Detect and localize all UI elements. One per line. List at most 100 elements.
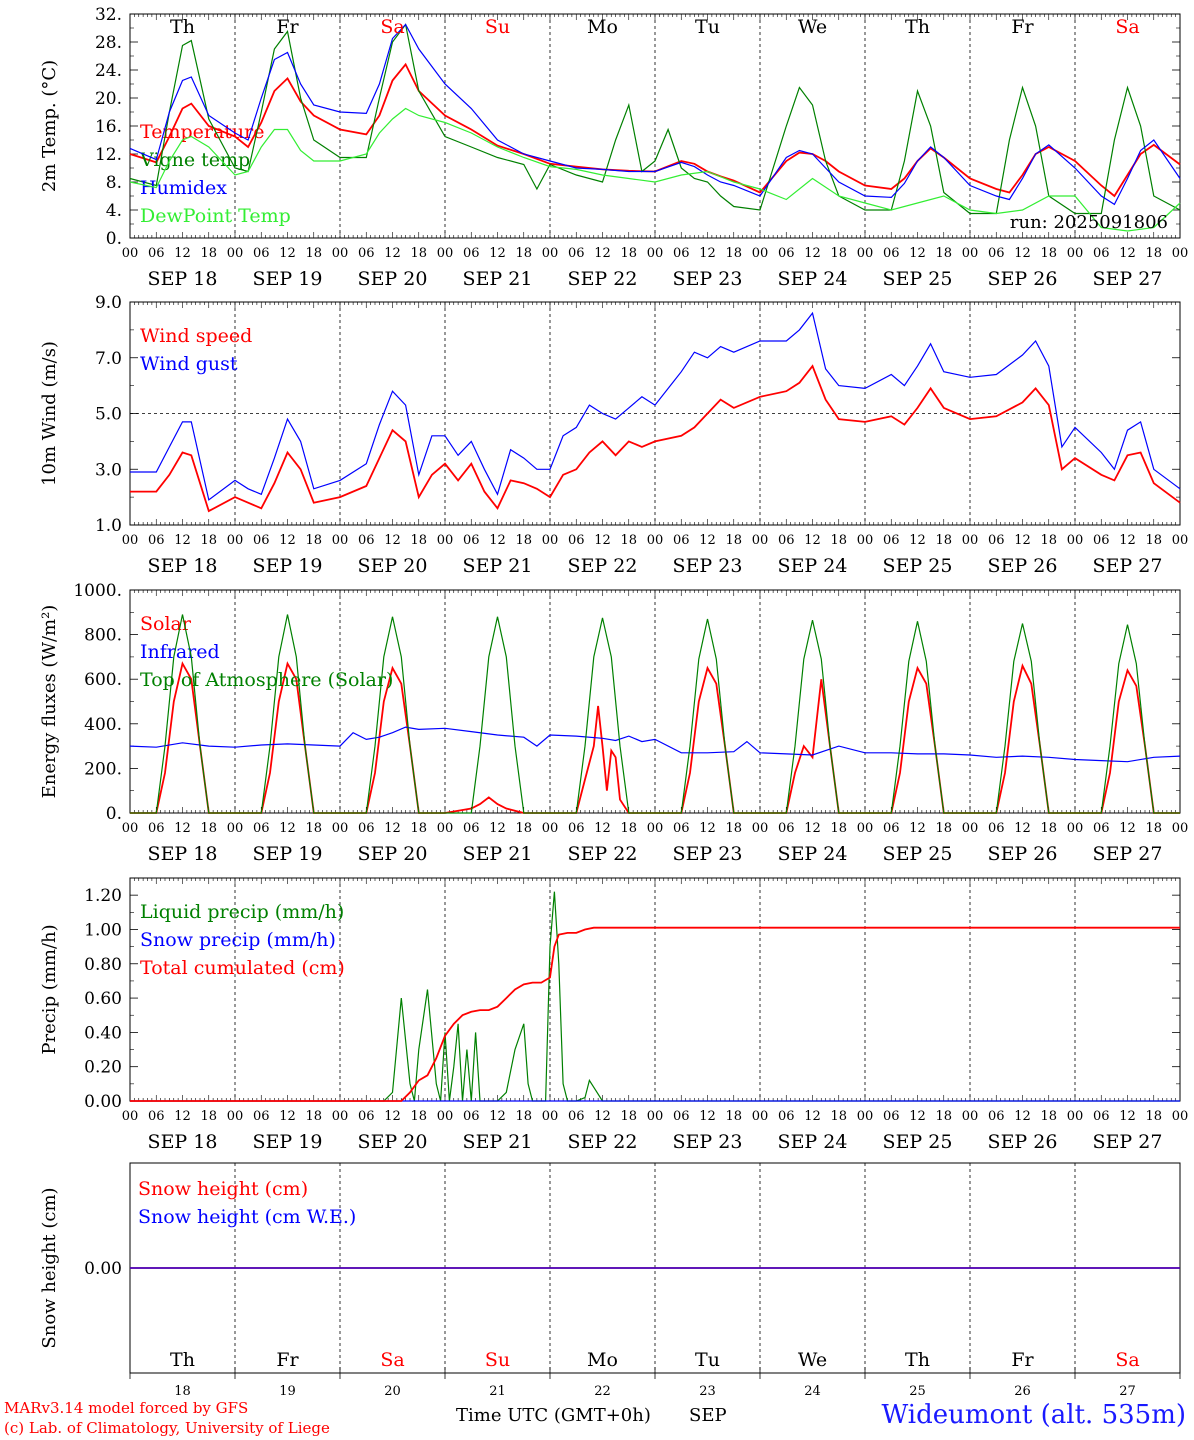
hour-label: 12: [384, 1109, 401, 1124]
date-label: SEP 22: [568, 843, 638, 865]
series-line-total-cumulated-cm-: [130, 926, 1180, 1102]
hour-label: 18: [515, 821, 532, 836]
hour-label: 00: [1172, 246, 1189, 261]
hour-label: 18: [200, 533, 217, 548]
hour-label: 12: [594, 533, 611, 548]
date-label: SEP 22: [568, 555, 638, 577]
hour-label: 06: [778, 246, 795, 261]
date-label: SEP 21: [463, 1131, 533, 1153]
hour-label: 00: [752, 246, 769, 261]
weekday-label: Fr: [1011, 16, 1034, 38]
hour-label: 06: [673, 533, 690, 548]
hour-label: 00: [752, 533, 769, 548]
hour-label: 06: [673, 821, 690, 836]
date-label: SEP 26: [988, 843, 1058, 865]
hour-label: 12: [1014, 533, 1031, 548]
hour-label: 06: [1093, 1109, 1110, 1124]
y-tick-label: 200.: [84, 759, 122, 779]
hour-label: 18: [515, 533, 532, 548]
hour-label: 12: [1014, 246, 1031, 261]
hour-label: 12: [174, 821, 191, 836]
date-label: SEP 25: [883, 555, 953, 577]
series-line-liquid-precip-mm-h-: [130, 891, 1180, 1102]
day-number-label: 24: [804, 1384, 821, 1399]
hour-label: 12: [489, 533, 506, 548]
hour-label: 12: [1119, 246, 1136, 261]
hour-label: 00: [227, 533, 244, 548]
hour-label: 00: [647, 821, 664, 836]
weekday-label: Su: [485, 16, 510, 38]
hour-label: 00: [1172, 533, 1189, 548]
hour-label: 18: [620, 533, 637, 548]
date-label: SEP 27: [1093, 268, 1163, 290]
y-tick-label: 7.0: [95, 349, 122, 369]
date-label: SEP 24: [778, 843, 848, 865]
date-label: SEP 23: [673, 1131, 743, 1153]
hour-label: 00: [437, 1109, 454, 1124]
y-tick-label: 0.20: [84, 1058, 122, 1078]
weekday-label: Th: [170, 1349, 195, 1371]
y-tick-label: 0.: [106, 804, 122, 824]
series-line-humidex: [129, 23, 1181, 206]
hour-label: 12: [804, 821, 821, 836]
hour-label: 12: [1014, 821, 1031, 836]
hour-label: 00: [122, 533, 139, 548]
weekday-label: Th: [170, 16, 195, 38]
hour-label: 00: [227, 246, 244, 261]
legend-entry: Temperature: [140, 121, 264, 143]
hour-label: 18: [305, 821, 322, 836]
hour-label: 18: [830, 1109, 847, 1124]
hour-label: 18: [200, 821, 217, 836]
hour-label: 18: [935, 821, 952, 836]
hour-label: 00: [857, 533, 874, 548]
date-label: SEP 20: [358, 555, 428, 577]
date-label: SEP 23: [673, 268, 743, 290]
date-label: SEP 22: [568, 268, 638, 290]
date-label: SEP 26: [988, 555, 1058, 577]
series-line-vigne-temp: [129, 23, 1181, 215]
hour-label: 06: [883, 821, 900, 836]
hour-label: 18: [305, 533, 322, 548]
copyright-credit: (c) Lab. of Climatology, University of L…: [4, 1419, 330, 1437]
hour-label: 06: [568, 1109, 585, 1124]
y-tick-label: 0.80: [84, 955, 122, 975]
y-axis-label: Precip (mm/h): [39, 924, 60, 1054]
hour-label: 12: [804, 1109, 821, 1124]
hour-label: 12: [594, 246, 611, 261]
hour-label: 00: [332, 821, 349, 836]
date-label: SEP 26: [988, 1131, 1058, 1153]
y-tick-label: 24.: [95, 61, 122, 81]
hour-label: 00: [542, 533, 559, 548]
series-line-top-of-atmosphere-solar-: [130, 614, 1180, 814]
hour-label: 00: [1067, 533, 1084, 548]
hour-label: 12: [384, 533, 401, 548]
legend-entry: DewPoint Temp: [140, 205, 291, 227]
hour-label: 18: [1145, 1109, 1162, 1124]
day-number-label: 26: [1014, 1384, 1031, 1399]
hour-label: 06: [673, 1109, 690, 1124]
date-label: SEP 19: [253, 1131, 323, 1153]
date-label: SEP 25: [883, 268, 953, 290]
weekday-label: Th: [905, 1349, 930, 1371]
hour-label: 12: [804, 246, 821, 261]
hour-label: 18: [1040, 533, 1057, 548]
hour-label: 18: [830, 246, 847, 261]
y-tick-label: 20.: [95, 89, 122, 109]
weekday-label: Fr: [1011, 1349, 1034, 1371]
hour-label: 00: [122, 1109, 139, 1124]
day-number-label: 23: [699, 1384, 716, 1399]
hour-label: 12: [699, 246, 716, 261]
legend-entry: Wind gust: [140, 353, 238, 375]
hour-label: 00: [437, 533, 454, 548]
hour-label: 18: [410, 246, 427, 261]
hour-label: 06: [568, 533, 585, 548]
hour-label: 12: [909, 1109, 926, 1124]
hour-label: 00: [647, 246, 664, 261]
hour-label: 12: [384, 246, 401, 261]
day-number-label: 27: [1119, 1384, 1136, 1399]
hour-label: 12: [489, 1109, 506, 1124]
hour-label: 18: [620, 1109, 637, 1124]
weekday-label: We: [798, 1349, 827, 1371]
hour-label: 06: [568, 821, 585, 836]
weekday-label: Tu: [695, 1349, 720, 1371]
